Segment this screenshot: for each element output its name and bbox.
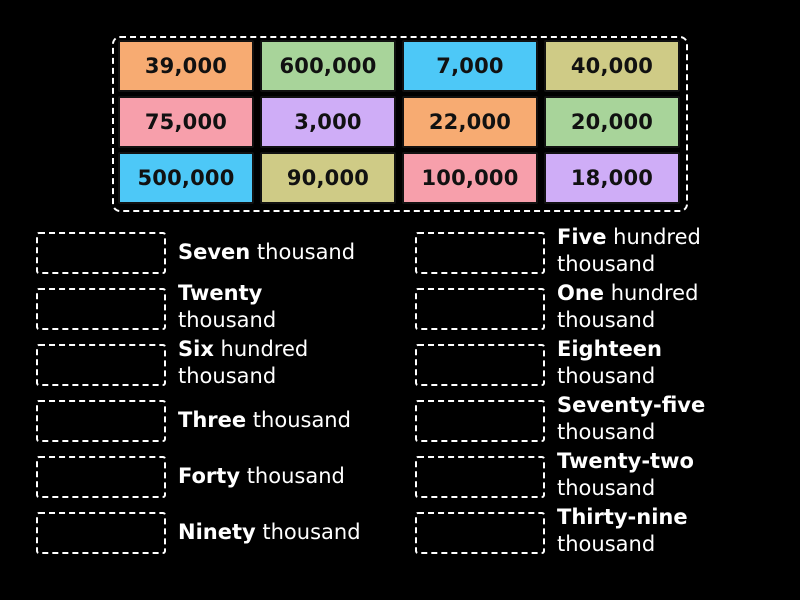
match-label: Five hundred thousand	[557, 225, 701, 276]
tile-3000[interactable]: 3,000	[260, 96, 396, 148]
match-label: Three thousand	[178, 408, 351, 432]
tile-100000[interactable]: 100,000	[402, 152, 538, 204]
drop-slot[interactable]	[36, 512, 166, 554]
tile-500000[interactable]: 500,000	[118, 152, 254, 204]
drop-slot[interactable]	[415, 512, 545, 554]
match-label: Seventy-five thousand	[557, 393, 706, 444]
match-label: Twenty-two thousand	[557, 449, 694, 500]
tile-90000[interactable]: 90,000	[260, 152, 396, 204]
match-label: Forty thousand	[178, 464, 345, 488]
drop-slot[interactable]	[36, 344, 166, 386]
drop-slot[interactable]	[36, 400, 166, 442]
tile-7000[interactable]: 7,000	[402, 40, 538, 92]
drop-slot[interactable]	[415, 344, 545, 386]
tile-600000[interactable]: 600,000	[260, 40, 396, 92]
drop-slot[interactable]	[36, 232, 166, 274]
match-label: Twenty thousand	[178, 281, 277, 332]
drop-slot[interactable]	[415, 456, 545, 498]
tile-39000[interactable]: 39,000	[118, 40, 254, 92]
tile-20000[interactable]: 20,000	[544, 96, 680, 148]
drop-slot[interactable]	[36, 288, 166, 330]
drop-slot[interactable]	[415, 400, 545, 442]
drop-slot[interactable]	[415, 288, 545, 330]
match-label: One hundred thousand	[557, 281, 699, 332]
match-label: Ninety thousand	[178, 520, 361, 544]
match-label: Eighteen thousand	[557, 337, 662, 388]
match-label: Thirty-nine thousand	[557, 505, 688, 556]
tile-18000[interactable]: 18,000	[544, 152, 680, 204]
tile-75000[interactable]: 75,000	[118, 96, 254, 148]
drop-slot[interactable]	[36, 456, 166, 498]
tile-40000[interactable]: 40,000	[544, 40, 680, 92]
drop-slot[interactable]	[415, 232, 545, 274]
tile-22000[interactable]: 22,000	[402, 96, 538, 148]
tile-bank: 39,000 600,000 7,000 40,000 75,000 3,000…	[112, 36, 688, 212]
match-label: Seven thousand	[178, 240, 356, 264]
match-label: Six hundred thousand	[178, 337, 309, 388]
